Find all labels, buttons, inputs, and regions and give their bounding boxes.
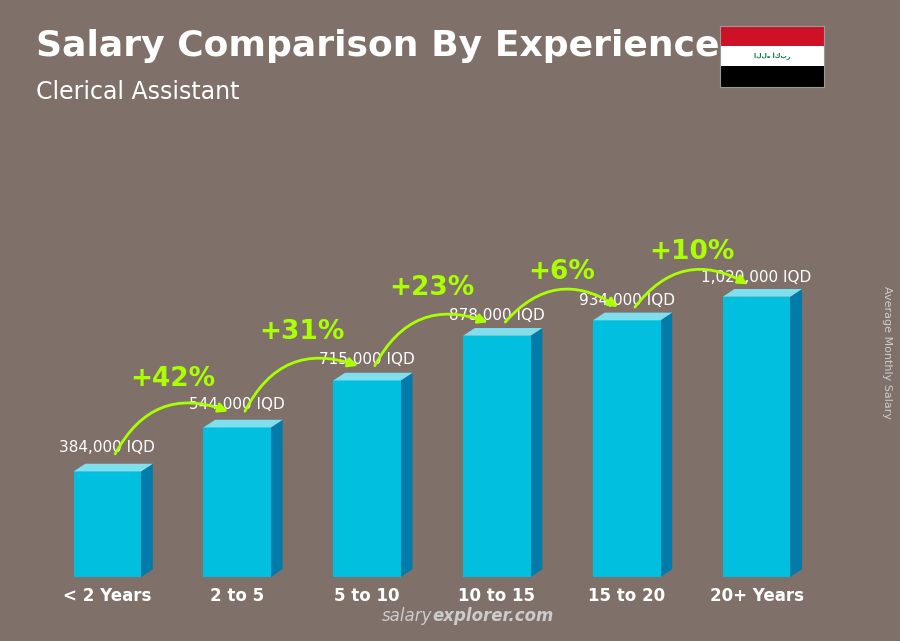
Text: salary: salary — [382, 607, 432, 625]
Polygon shape — [74, 463, 153, 471]
Bar — [720, 26, 824, 46]
Text: 1,020,000 IQD: 1,020,000 IQD — [701, 270, 812, 285]
Polygon shape — [141, 463, 153, 577]
Text: 384,000 IQD: 384,000 IQD — [59, 440, 156, 455]
Text: +6%: +6% — [528, 258, 595, 285]
Text: +31%: +31% — [259, 319, 345, 345]
FancyArrowPatch shape — [375, 314, 485, 365]
Polygon shape — [661, 313, 672, 577]
Text: Average Monthly Salary: Average Monthly Salary — [881, 286, 892, 419]
Polygon shape — [531, 328, 543, 577]
Polygon shape — [333, 381, 400, 577]
FancyArrowPatch shape — [505, 289, 616, 322]
Text: +23%: +23% — [390, 276, 474, 301]
Polygon shape — [790, 289, 802, 577]
Polygon shape — [593, 320, 661, 577]
Polygon shape — [271, 420, 283, 577]
Text: الله أكبر: الله أكبر — [753, 53, 790, 60]
Text: +42%: +42% — [130, 366, 215, 392]
Text: 715,000 IQD: 715,000 IQD — [320, 352, 415, 367]
Polygon shape — [723, 289, 802, 297]
FancyArrowPatch shape — [115, 403, 225, 454]
Text: explorer.com: explorer.com — [432, 607, 554, 625]
Text: 544,000 IQD: 544,000 IQD — [189, 397, 285, 412]
Polygon shape — [333, 373, 412, 381]
FancyArrowPatch shape — [245, 358, 355, 412]
Text: +10%: +10% — [649, 239, 734, 265]
Polygon shape — [400, 373, 412, 577]
Polygon shape — [593, 313, 672, 320]
Bar — [720, 66, 824, 87]
Polygon shape — [203, 420, 283, 428]
Polygon shape — [74, 471, 141, 577]
Polygon shape — [203, 428, 271, 577]
Text: Salary Comparison By Experience: Salary Comparison By Experience — [36, 29, 719, 63]
Polygon shape — [464, 328, 543, 336]
Text: 934,000 IQD: 934,000 IQD — [579, 293, 675, 308]
Text: Clerical Assistant: Clerical Assistant — [36, 80, 239, 104]
Text: 878,000 IQD: 878,000 IQD — [449, 308, 544, 323]
FancyArrowPatch shape — [634, 269, 745, 307]
Polygon shape — [464, 336, 531, 577]
Bar — [720, 46, 824, 66]
Polygon shape — [723, 297, 790, 577]
